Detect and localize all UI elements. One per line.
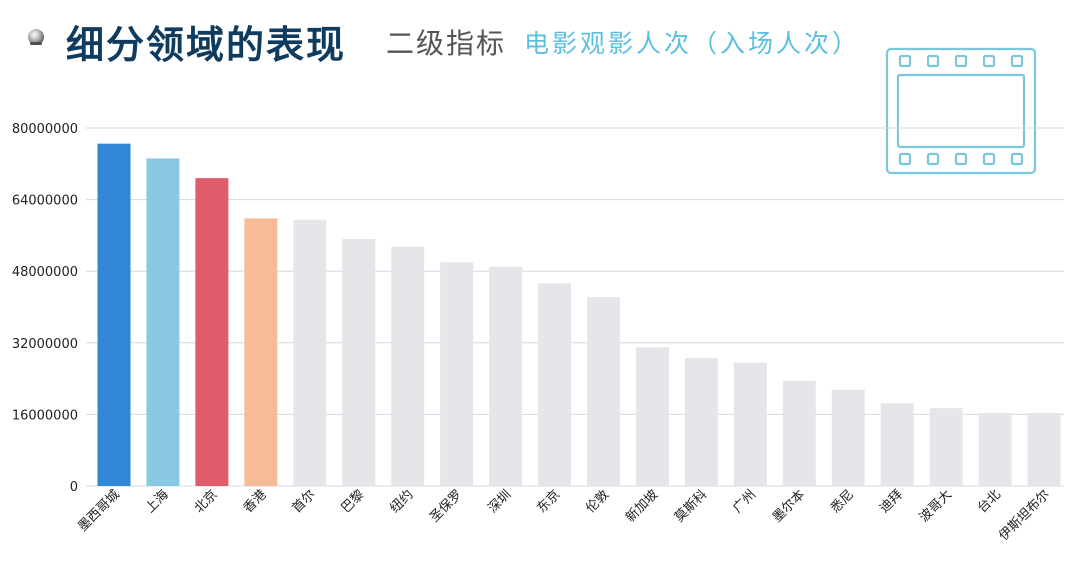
bar (635, 347, 669, 486)
x-tick-label: 香港 (241, 487, 270, 516)
x-tick-label: 圣保罗 (427, 487, 465, 525)
x-tick-label: 台北 (975, 487, 1004, 516)
x-tick-label: 纽约 (388, 487, 417, 516)
y-tick-label: 16000000 (12, 408, 78, 423)
bar (1027, 413, 1061, 486)
x-tick-label: 伦敦 (583, 487, 613, 517)
page-title: 细分领域的表现 (66, 23, 347, 67)
bar (440, 262, 474, 486)
film-strip-icon (885, 47, 1037, 175)
x-tick-label: 深圳 (485, 487, 514, 516)
bar (342, 238, 376, 486)
bar (978, 413, 1012, 486)
y-tick-label: 32000000 (12, 337, 78, 352)
bar (489, 266, 523, 486)
bar (146, 158, 180, 486)
x-tick-label: 波哥大 (917, 487, 955, 525)
x-tick-label: 东京 (534, 487, 563, 516)
x-tick-label: 悉尼 (828, 487, 857, 516)
x-tick-label: 新加坡 (622, 487, 661, 526)
bar (587, 297, 620, 486)
y-tick-label: 80000000 (12, 122, 78, 137)
x-tick-label: 墨西哥城 (75, 487, 122, 534)
bar (293, 219, 327, 487)
x-tick-label: 莫斯科 (672, 487, 710, 525)
bar (684, 358, 718, 486)
y-tick-label: 0 (70, 480, 78, 495)
metric-label: 电影观影人次（入场人次） (524, 29, 861, 58)
bar (97, 143, 131, 486)
header: 细分领域的表现 二级指标 电影观影人次（入场人次） (0, 0, 1080, 80)
x-tick-label: 迪拜 (877, 487, 906, 516)
indicator-level-label: 二级指标 (386, 27, 507, 60)
bar (195, 178, 229, 486)
bar (929, 408, 963, 486)
x-tick-label: 上海 (143, 487, 172, 516)
x-tick-label: 北京 (192, 487, 221, 516)
bar (391, 246, 425, 486)
bar (782, 380, 816, 486)
bar (733, 362, 767, 486)
x-tick-label: 伊斯坦布尔 (996, 487, 1053, 544)
bar (880, 403, 914, 486)
x-tick-label: 巴黎 (339, 487, 368, 516)
y-tick-label: 64000000 (12, 194, 78, 209)
bar (538, 283, 572, 486)
globe-bullet-icon (28, 29, 44, 45)
x-tick-label: 首尔 (290, 487, 319, 516)
x-tick-label: 墨尔本 (770, 487, 808, 525)
x-tick-label: 广州 (730, 487, 759, 516)
bar (244, 218, 278, 486)
bar (831, 389, 865, 486)
y-tick-label: 48000000 (12, 265, 78, 280)
